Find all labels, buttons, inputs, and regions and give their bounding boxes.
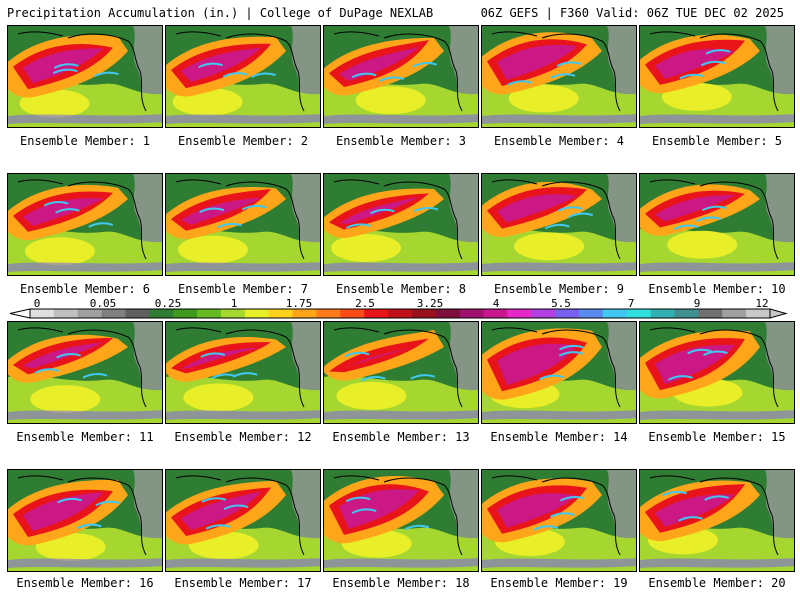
precipitation-colorbar — [9, 308, 788, 319]
colorbar-tick-label: 0.05 — [89, 297, 117, 310]
ensemble-member-label: Ensemble Member: 7 — [177, 282, 309, 296]
ensemble-member-label: Ensemble Member: 3 — [335, 134, 467, 148]
colorbar-swatch — [746, 309, 771, 318]
ensemble-member-map — [7, 25, 163, 128]
ensemble-member-map — [165, 469, 321, 572]
ensemble-member-map — [481, 25, 637, 128]
ensemble-member-label: Ensemble Member: 14 — [490, 430, 628, 444]
ensemble-member-map — [165, 173, 321, 276]
colorbar-swatch — [292, 309, 317, 318]
ensemble-member-label: Ensemble Member: 18 — [332, 576, 470, 590]
ensemble-member-map — [639, 25, 795, 128]
colorbar-swatch — [483, 309, 508, 318]
ensemble-member-map — [165, 321, 321, 424]
colorbar-max-arrow — [769, 308, 788, 319]
colorbar-tick-label: 3.25 — [416, 297, 444, 310]
colorbar-swatch — [698, 309, 723, 318]
ensemble-member-map — [323, 25, 479, 128]
colorbar-tick-label: 12 — [755, 297, 769, 310]
ensemble-member-map — [165, 25, 321, 128]
ensemble-member-map — [481, 173, 637, 276]
colorbar-min-arrow — [9, 308, 31, 319]
colorbar-tick-label: 0.25 — [154, 297, 182, 310]
ensemble-member-label: Ensemble Member: 4 — [493, 134, 625, 148]
colorbar-tick-label: 2.5 — [355, 297, 375, 310]
ensemble-member-map — [323, 173, 479, 276]
colorbar-tick-label: 1 — [230, 297, 238, 310]
ensemble-member-label: Ensemble Member: 16 — [16, 576, 154, 590]
colorbar-swatch — [507, 309, 532, 318]
colorbar-swatch — [459, 309, 485, 318]
ensemble-member-map — [323, 321, 479, 424]
colorbar-swatch — [244, 309, 270, 318]
ensemble-member-map — [7, 469, 163, 572]
ensemble-member-label: Ensemble Member: 11 — [16, 430, 154, 444]
colorbar-swatch — [435, 309, 461, 318]
ensemble-member-map — [639, 173, 795, 276]
colorbar-swatch — [316, 309, 341, 318]
colorbar-tick-label: 4 — [492, 297, 500, 310]
ensemble-member-map — [7, 173, 163, 276]
colorbar-swatch — [722, 309, 747, 318]
colorbar-swatch — [30, 309, 55, 318]
colorbar-tick-label: 1.75 — [285, 297, 313, 310]
colorbar-swatch — [650, 309, 676, 318]
colorbar-swatch — [197, 309, 222, 318]
colorbar-tick-label: 7 — [627, 297, 635, 310]
ensemble-member-map — [639, 321, 795, 424]
ensemble-member-map — [7, 321, 163, 424]
colorbar-tick-label: 5.5 — [551, 297, 571, 310]
ensemble-member-map — [639, 469, 795, 572]
ensemble-member-label: Ensemble Member: 6 — [19, 282, 151, 296]
ensemble-member-map — [481, 321, 637, 424]
ensemble-member-label: Ensemble Member: 8 — [335, 282, 467, 296]
colorbar-swatch — [220, 309, 246, 318]
colorbar-swatch — [602, 309, 628, 318]
colorbar-swatch — [53, 309, 79, 318]
ensemble-member-label: Ensemble Member: 1 — [19, 134, 151, 148]
chart-title: Precipitation Accumulation (in.) | Colle… — [7, 6, 434, 20]
ensemble-member-label: Ensemble Member: 13 — [332, 430, 470, 444]
model-run-info: 06Z GEFS | F360 Valid: 06Z TUE DEC 02 20… — [480, 6, 784, 20]
ensemble-member-label: Ensemble Member: 19 — [490, 576, 628, 590]
ensemble-member-label: Ensemble Member: 17 — [174, 576, 312, 590]
ensemble-member-label: Ensemble Member: 15 — [648, 430, 786, 444]
colorbar-swatch — [173, 309, 198, 318]
ensemble-member-label: Ensemble Member: 9 — [493, 282, 625, 296]
colorbar-swatch — [579, 309, 604, 318]
ensemble-member-label: Ensemble Member: 5 — [651, 134, 783, 148]
colorbar-tick-label: 0 — [33, 297, 41, 310]
colorbar-swatch — [531, 309, 556, 318]
ensemble-member-map — [481, 469, 637, 572]
colorbar-swatch — [125, 309, 150, 318]
colorbar-swatch — [411, 309, 437, 318]
ensemble-member-map — [323, 469, 479, 572]
colorbar-swatch — [101, 309, 126, 318]
colorbar-swatch — [340, 309, 365, 318]
ensemble-member-label: Ensemble Member: 2 — [177, 134, 309, 148]
colorbar-swatch — [149, 309, 174, 318]
colorbar-swatch — [77, 309, 103, 318]
ensemble-member-label: Ensemble Member: 20 — [648, 576, 786, 590]
colorbar-tick-label: 9 — [693, 297, 701, 310]
colorbar-swatch — [674, 309, 699, 318]
ensemble-member-label: Ensemble Member: 10 — [648, 282, 786, 296]
colorbar-swatch — [388, 309, 413, 318]
ensemble-member-label: Ensemble Member: 12 — [174, 430, 312, 444]
colorbar-swatch — [626, 309, 652, 318]
colorbar-swatch — [268, 309, 294, 318]
colorbar-swatch — [555, 309, 580, 318]
colorbar-swatch — [364, 309, 389, 318]
